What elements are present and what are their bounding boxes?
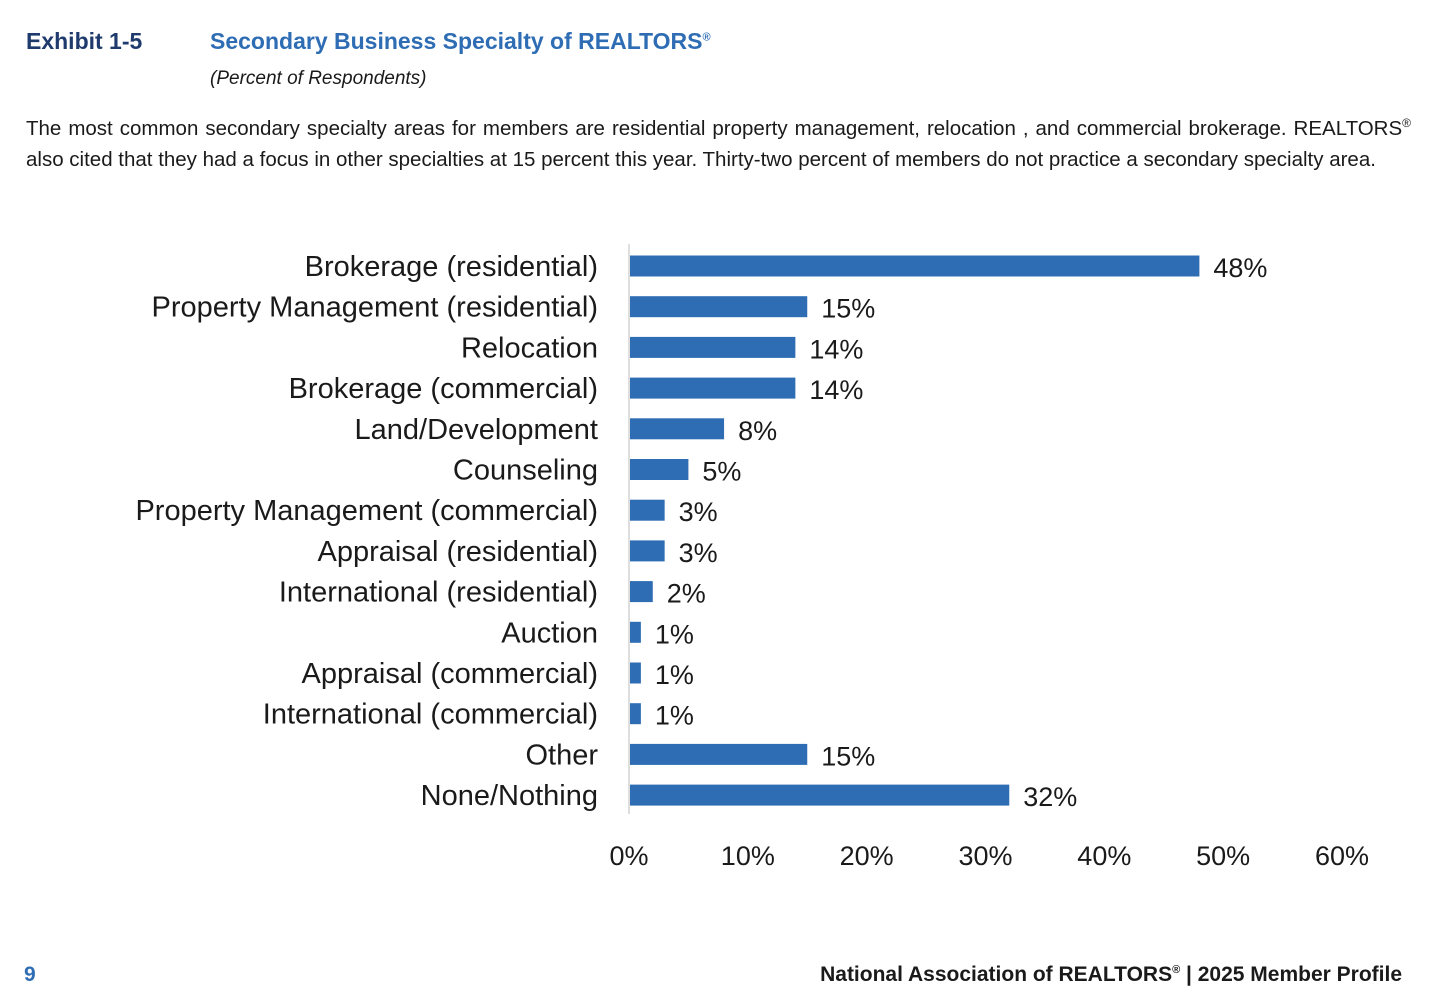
category-label: Land/Development xyxy=(355,414,598,446)
footer-report: 2025 Member Profile xyxy=(1197,963,1402,986)
description-paragraph: The most common secondary specialty area… xyxy=(26,108,1411,175)
footer-publication: National Association of REALTORS® | 2025… xyxy=(820,963,1402,987)
category-label: Other xyxy=(525,739,598,771)
bar xyxy=(630,743,808,765)
bar xyxy=(630,581,653,603)
category-label: None/Nothing xyxy=(421,780,598,812)
bar xyxy=(630,296,808,318)
category-label: Brokerage (commercial) xyxy=(289,373,598,405)
description-registered-mark: ® xyxy=(1402,116,1411,130)
value-label: 1% xyxy=(655,619,694,649)
registered-mark: ® xyxy=(702,31,711,44)
description-part-2: also cited that they had a focus in othe… xyxy=(26,147,1376,171)
x-tick-label: 40% xyxy=(1077,841,1131,871)
x-tick-label: 0% xyxy=(609,841,648,871)
category-labels: Brokerage (residential) Property Manageme… xyxy=(135,251,598,812)
x-axis: 0% 10% 20% 30% 40% 50% 60% xyxy=(609,244,1369,871)
value-label: 3% xyxy=(679,538,718,568)
bar xyxy=(630,336,796,358)
x-tick-label: 60% xyxy=(1315,841,1369,871)
category-label: Brokerage (residential) xyxy=(305,251,598,283)
value-label: 15% xyxy=(821,294,875,324)
bar xyxy=(630,703,641,725)
x-tick-label: 50% xyxy=(1196,841,1250,871)
bar xyxy=(630,255,1200,277)
value-label: 8% xyxy=(738,416,777,446)
bar xyxy=(630,784,1010,806)
value-labels: 48% 15% 14% 14% 8% 5% 3% 3% 2% 1% 1% 1% 15% 32% xyxy=(655,253,1268,812)
category-label: Appraisal (commercial) xyxy=(301,658,598,690)
bar xyxy=(630,418,725,440)
value-label: 15% xyxy=(821,741,875,771)
bar xyxy=(630,662,641,684)
footer-registered-mark: ® xyxy=(1172,964,1181,976)
bar xyxy=(630,621,641,643)
value-label: 14% xyxy=(809,334,863,364)
category-label: International (commercial) xyxy=(263,699,598,731)
category-label: Property Management (residential) xyxy=(152,292,598,324)
category-label: Counseling xyxy=(453,455,598,487)
value-label: 32% xyxy=(1023,782,1077,812)
value-label: 2% xyxy=(667,579,706,609)
category-label: Property Management (commercial) xyxy=(135,495,598,527)
description-part-1: The most common secondary specialty area… xyxy=(26,116,1403,140)
exhibit-number: Exhibit 1-5 xyxy=(26,28,143,54)
category-label: International (residential) xyxy=(279,577,598,609)
value-label: 5% xyxy=(702,457,741,487)
footer-publisher: National Association of REALTORS xyxy=(820,963,1173,986)
value-label: 1% xyxy=(655,701,694,731)
exhibit-title: Secondary Business Specialty of REALTORS… xyxy=(210,28,711,55)
value-label: 48% xyxy=(1213,253,1267,283)
exhibit-title-text: Secondary Business Specialty of REALTORS xyxy=(210,28,703,54)
x-tick-label: 30% xyxy=(958,841,1012,871)
value-label: 1% xyxy=(655,660,694,690)
category-label: Appraisal (residential) xyxy=(318,536,598,568)
page-number: 9 xyxy=(24,963,36,986)
exhibit-subtitle: (Percent of Respondents) xyxy=(210,68,427,89)
value-label: 14% xyxy=(809,375,863,405)
value-label: 3% xyxy=(679,497,718,527)
x-tick-label: 10% xyxy=(721,841,775,871)
category-label: Relocation xyxy=(461,332,598,364)
bars-layer xyxy=(630,255,1200,806)
bar-chart: Brokerage (residential) Property Manageme… xyxy=(135,244,1369,871)
bar xyxy=(630,499,665,521)
bar xyxy=(630,377,796,399)
category-label: Auction xyxy=(501,617,598,649)
x-tick-label: 20% xyxy=(840,841,894,871)
bar xyxy=(630,459,689,480)
bar xyxy=(630,540,665,562)
footer-separator: | xyxy=(1180,963,1198,986)
